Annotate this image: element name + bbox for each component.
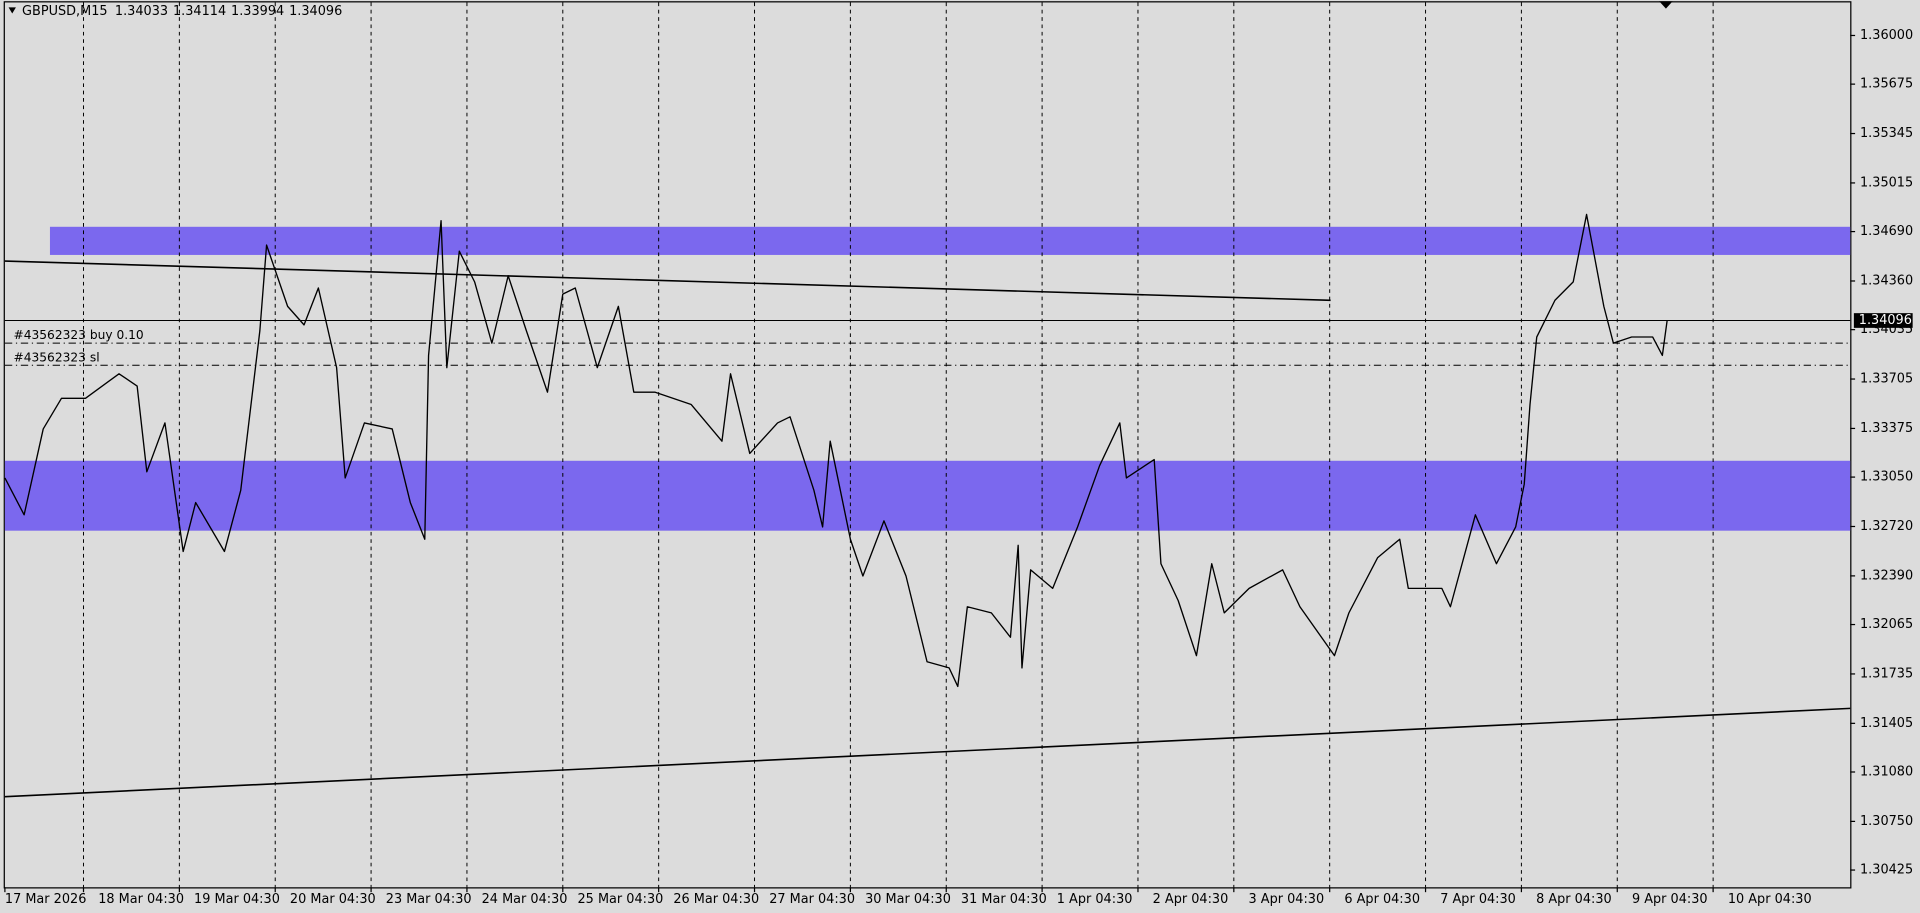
symbol-title: GBPUSD,M15 bbox=[22, 4, 108, 19]
y-tick-label: 1.35015 bbox=[1860, 175, 1913, 190]
y-tick-label: 1.31080 bbox=[1860, 764, 1913, 779]
trend-line bbox=[4, 260, 1331, 302]
ohlc-value: 1.34096 bbox=[289, 4, 342, 19]
x-tick-label: 17 Mar 2026 bbox=[5, 892, 86, 907]
y-tick-label: 1.35675 bbox=[1860, 77, 1913, 92]
y-tick-label: 1.35345 bbox=[1860, 126, 1913, 141]
y-tick-label: 1.32065 bbox=[1860, 617, 1913, 632]
ohlc-value: 1.34033 bbox=[115, 4, 168, 19]
y-tick-label: 1.32390 bbox=[1860, 568, 1913, 583]
y-tick-label: 1.30425 bbox=[1860, 863, 1913, 878]
y-tick-label: 1.30750 bbox=[1860, 814, 1913, 829]
current-price-box bbox=[1853, 313, 1913, 328]
ohlc-value: 1.34114 bbox=[173, 4, 226, 19]
x-tick-label: 8 Apr 04:30 bbox=[1536, 892, 1612, 907]
price-zone bbox=[49, 226, 1851, 255]
x-tick-label: 20 Mar 04:30 bbox=[290, 892, 376, 907]
current-price-label: 1.34096 bbox=[1859, 313, 1912, 328]
y-tick-label: 1.34690 bbox=[1860, 224, 1913, 239]
trend-line bbox=[4, 707, 1851, 798]
y-tick-label: 1.32720 bbox=[1860, 519, 1913, 534]
menu-arrow bbox=[8, 7, 16, 14]
chart-header: GBPUSD,M15 1.34033 1.34114 1.33994 1.34096 bbox=[22, 4, 342, 19]
price-zone bbox=[4, 460, 1851, 531]
x-tick-label: 25 Mar 04:30 bbox=[577, 892, 663, 907]
ohlc-value: 1.33994 bbox=[231, 4, 284, 19]
y-tick-label: 1.36000 bbox=[1860, 28, 1913, 43]
x-tick-label: 6 Apr 04:30 bbox=[1344, 892, 1420, 907]
y-tick-label: 1.33705 bbox=[1860, 372, 1913, 387]
x-tick-label: 7 Apr 04:30 bbox=[1440, 892, 1516, 907]
x-tick-label: 9 Apr 04:30 bbox=[1632, 892, 1708, 907]
x-tick-label: 27 Mar 04:30 bbox=[769, 892, 855, 907]
x-tick-label: 26 Mar 04:30 bbox=[673, 892, 759, 907]
y-tick-label: 1.33375 bbox=[1860, 421, 1913, 436]
price-line bbox=[4, 213, 1668, 688]
y-tick-label: 1.34360 bbox=[1860, 273, 1913, 288]
shift-marker bbox=[1659, 1, 1673, 9]
y-tick-label: 1.31735 bbox=[1860, 666, 1913, 681]
plot-frame bbox=[3, 1, 1852, 889]
x-tick-label: 3 Apr 04:30 bbox=[1249, 892, 1325, 907]
x-tick-label: 24 Mar 04:30 bbox=[482, 892, 568, 907]
x-tick-label: 2 Apr 04:30 bbox=[1153, 892, 1229, 907]
x-tick-label: 23 Mar 04:30 bbox=[386, 892, 472, 907]
order-label: #43562323 buy 0.10 bbox=[13, 328, 143, 342]
x-tick-label: 10 Apr 04:30 bbox=[1728, 892, 1812, 907]
x-tick-label: 18 Mar 04:30 bbox=[98, 892, 184, 907]
x-tick-label: 31 Mar 04:30 bbox=[961, 892, 1047, 907]
x-tick-label: 30 Mar 04:30 bbox=[865, 892, 951, 907]
y-tick-label: 1.31405 bbox=[1860, 716, 1913, 731]
x-tick-label: 1 Apr 04:30 bbox=[1057, 892, 1133, 907]
order-label: #43562323 sl bbox=[13, 350, 99, 364]
y-tick-label: 1.33050 bbox=[1860, 470, 1913, 485]
x-tick-label: 19 Mar 04:30 bbox=[194, 892, 280, 907]
